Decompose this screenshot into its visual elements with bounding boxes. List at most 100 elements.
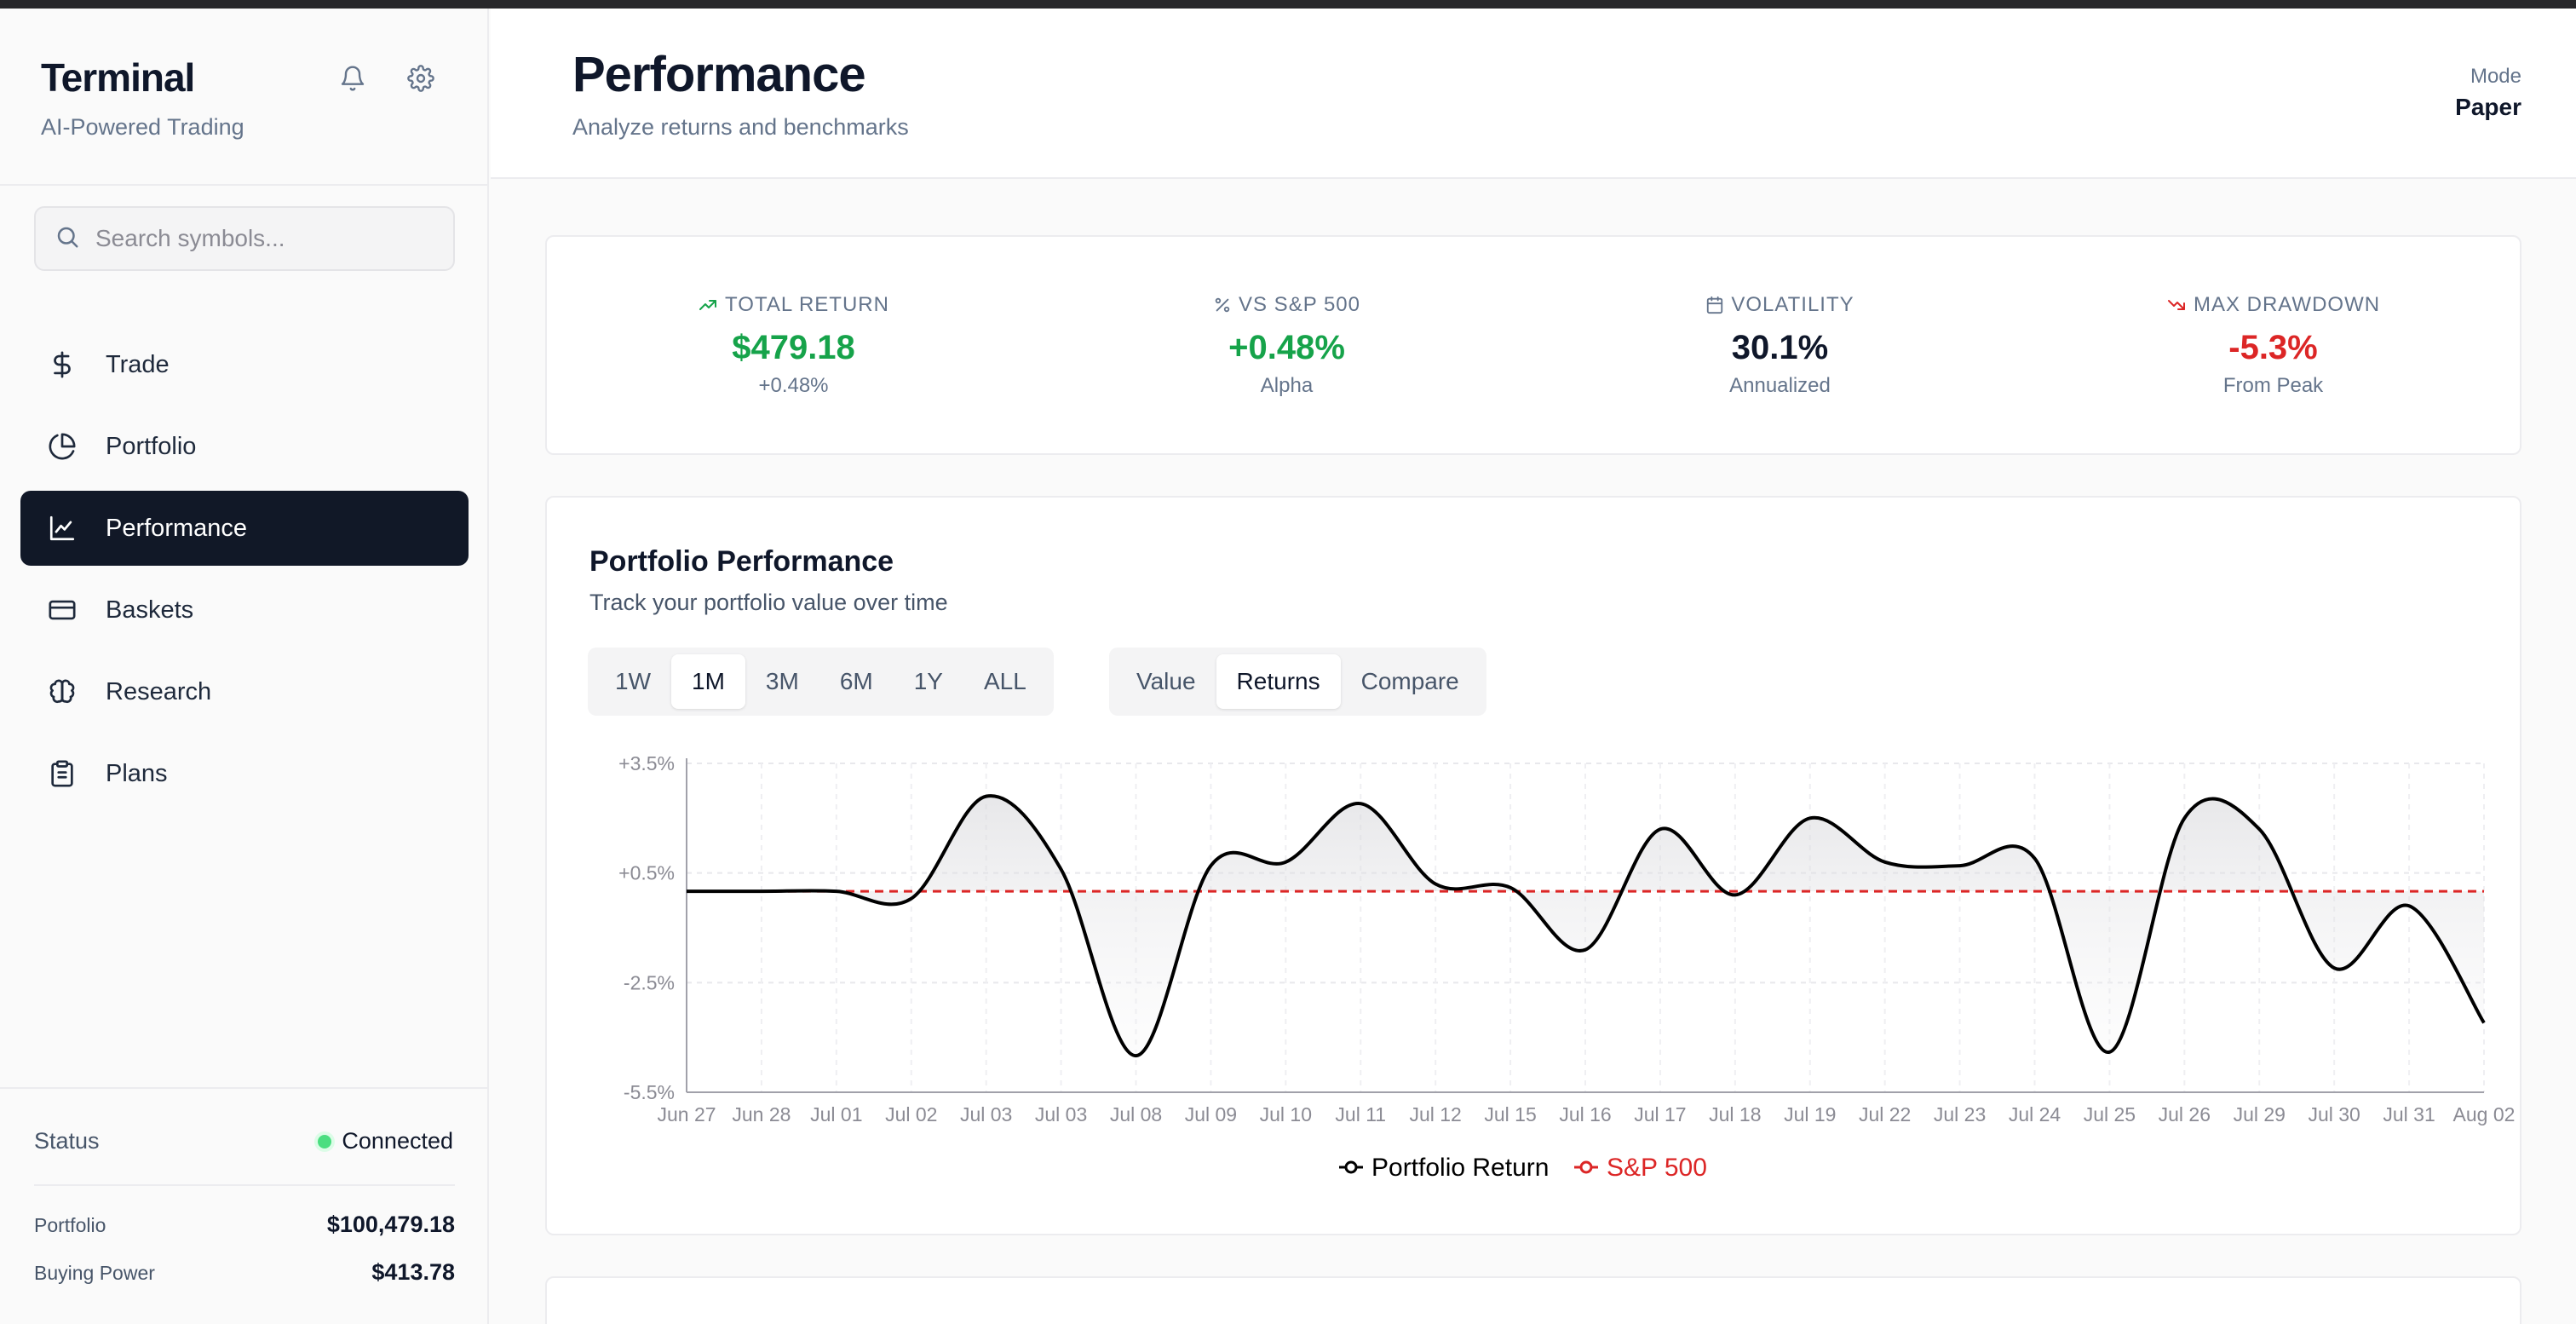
search-box[interactable] [34,206,455,271]
x-tick-label: Jul 29 [2234,1103,2286,1125]
buying-power-label: Buying Power [34,1262,155,1284]
trending-down-icon [2166,295,2187,315]
mode-label: Mode [2470,65,2521,88]
x-tick-label: Jul 10 [1260,1103,1312,1125]
line-chart-icon [46,512,78,544]
view-selector: Value Returns Compare [1109,648,1486,716]
x-tick-label: Jul 16 [1559,1103,1611,1125]
status-badge: Connected [318,1128,453,1154]
stat-label: TOTAL RETURN [725,293,889,316]
buying-power-value: $413.78 [371,1259,455,1285]
sidebar-item-label: Plans [106,759,168,787]
x-tick-label: Jul 22 [1859,1103,1911,1125]
stat-volatility: VOLATILITY 30.1% Annualized [1533,237,2027,453]
x-tick-label: Jul 09 [1185,1103,1237,1125]
y-tick-label: -5.5% [624,1081,675,1103]
portfolio-value: $100,479.18 [326,1212,455,1237]
search-input[interactable] [95,225,436,252]
portfolio-performance-card: Portfolio Performance Track your portfol… [545,496,2521,1235]
sidebar-item-label: Performance [106,514,248,542]
range-6m[interactable]: 6M [839,668,873,694]
stat-value: $479.18 [732,329,855,366]
x-tick-label: Jul 08 [1110,1103,1162,1125]
stat-label: MAX DRAWDOWN [2193,293,2381,316]
page-title: Performance [572,47,866,102]
range-all[interactable]: ALL [983,668,1026,694]
legend-portfolio-return: Portfolio Return [1371,1154,1549,1182]
brain-icon [46,676,78,708]
x-tick-label: Jul 30 [2308,1103,2360,1125]
sidebar-item-label: Trade [106,350,170,378]
percent-icon [1213,296,1232,314]
x-tick-label: Jul 17 [1634,1103,1686,1125]
x-tick-label: Jul 24 [2009,1103,2061,1125]
sidebar-item-performance[interactable]: Performance [20,491,469,566]
portfolio-return-area [687,796,2484,1056]
sidebar-item-research[interactable]: Research [20,654,469,729]
stat-label: VOLATILITY [1731,293,1854,316]
range-3m[interactable]: 3M [765,668,799,694]
legend-portfolio-marker-dot [1344,1160,1358,1174]
sidebar-item-baskets[interactable]: Baskets [20,573,469,648]
sidebar-item-trade[interactable]: Trade [20,327,469,402]
stat-total-return: TOTAL RETURN $479.18 +0.48% [547,237,1040,453]
status-label: Status [34,1128,100,1154]
stat-vs-sp500: VS S&P 500 +0.48% Alpha [1040,237,1533,453]
buying-power-summary: Buying Power $413.78 [34,1259,455,1286]
status-dot-icon [318,1134,332,1148]
sidebar: Terminal AI-Powered Trading Trade Portfo… [0,9,489,1324]
range-1w[interactable]: 1W [615,668,651,694]
stat-sub: +0.48% [758,374,829,397]
x-tick-label: Jul 15 [1484,1103,1536,1125]
status-value: Connected [342,1128,453,1154]
x-tick-label: Jul 03 [960,1103,1012,1125]
view-returns[interactable]: Returns [1216,654,1341,709]
stat-value: 30.1% [1731,329,1829,366]
gear-icon[interactable] [404,61,438,95]
sidebar-item-label: Research [106,677,212,705]
x-tick-label: Jul 23 [1934,1103,1986,1125]
y-tick-label: +3.5% [618,752,675,774]
sidebar-item-portfolio[interactable]: Portfolio [20,409,469,484]
page-header: Performance Analyze returns and benchmar… [491,9,2576,179]
sidebar-nav: Trade Portfolio Performance Baskets Rese… [20,327,469,818]
x-tick-label: Jul 18 [1709,1103,1761,1125]
y-tick-label: +0.5% [618,862,675,884]
view-value[interactable]: Value [1136,668,1196,694]
page-subtitle: Analyze returns and benchmarks [572,114,909,140]
x-tick-label: Jul 11 [1335,1103,1386,1125]
sidebar-divider [0,184,487,186]
returns-chart: +3.5% +0.5% -2.5% -5.5%Jun 27 Jun 28 Jul 01 Ju… [618,752,2516,1182]
range-1y[interactable]: 1Y [913,668,943,694]
stats-card: TOTAL RETURN $479.18 +0.48% VS S&P 500 +… [545,235,2521,455]
x-tick-label: Jul 19 [1784,1103,1836,1125]
range-1m[interactable]: 1M [671,654,745,709]
x-tick-label: Jul 31 [2383,1103,2435,1125]
stat-label: VS S&P 500 [1239,293,1360,316]
x-tick-label: Jul 26 [2159,1103,2211,1125]
portfolio-summary: Portfolio $100,479.18 [34,1212,455,1238]
portfolio-return-line [686,794,2486,1058]
next-card [545,1276,2521,1324]
stat-sub: Annualized [1729,374,1831,397]
bell-icon[interactable] [336,61,370,95]
x-tick-label: Jun 27 [657,1103,716,1125]
mode-value: Paper [2455,94,2521,120]
x-tick-label: Aug 02 [2453,1103,2516,1125]
footer-divider [34,1184,455,1186]
x-tick-label: Jun 28 [732,1103,791,1125]
clipboard-icon [46,757,78,790]
view-compare[interactable]: Compare [1360,668,1459,694]
stat-sub: From Peak [2222,374,2324,397]
app-name: Terminal [41,55,195,100]
sidebar-item-label: Baskets [106,596,194,624]
sidebar-item-label: Portfolio [106,432,197,460]
legend-sp500-marker-dot [1579,1160,1593,1174]
x-tick-label: Jul 03 [1035,1103,1087,1125]
dollar-icon [46,348,78,381]
stat-value: -5.3% [2228,329,2318,366]
y-tick-label: -2.5% [624,971,675,993]
sidebar-item-plans[interactable]: Plans [20,736,469,811]
calendar-icon [1705,296,1724,314]
search-icon [55,224,80,254]
